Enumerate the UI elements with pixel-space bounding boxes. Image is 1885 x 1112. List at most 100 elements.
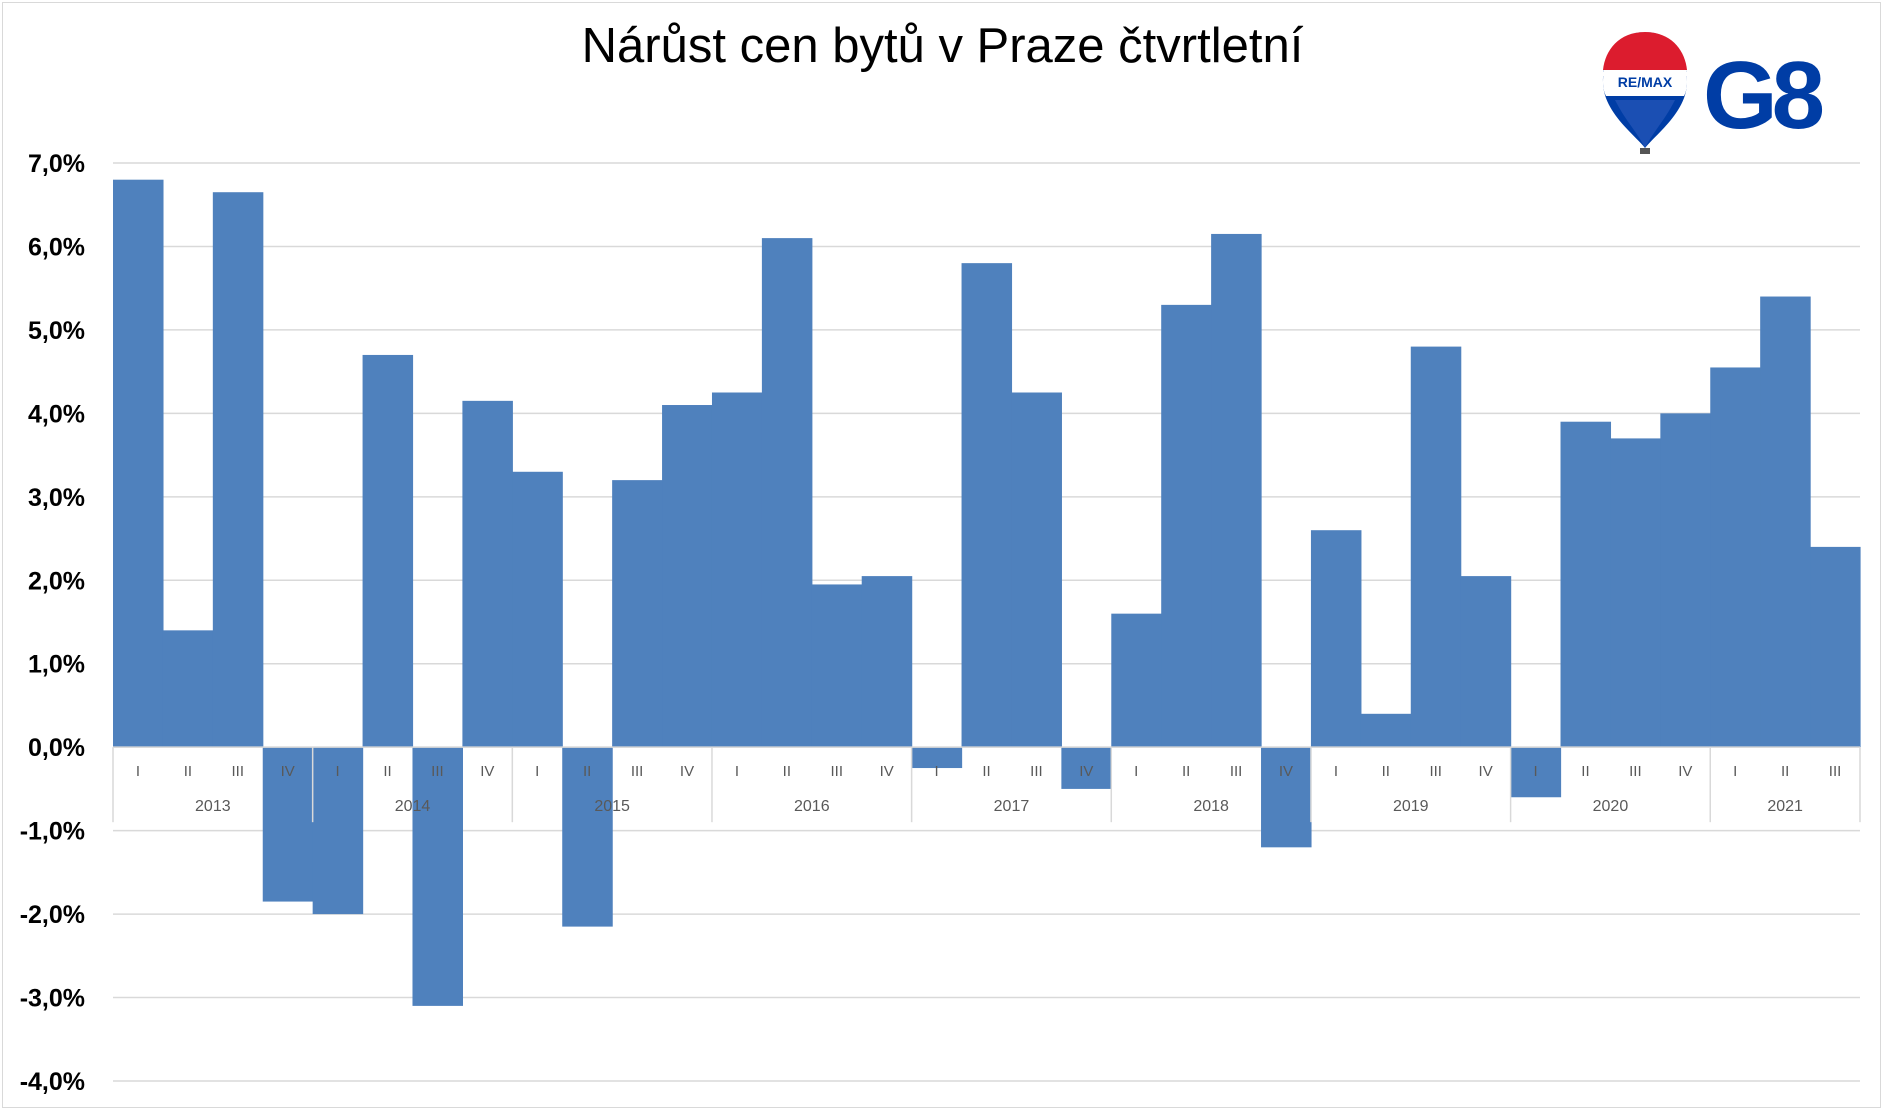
bar <box>1360 713 1412 748</box>
year-label: 2020 <box>1593 798 1629 815</box>
x-tick-label: III <box>431 763 444 780</box>
bar <box>761 238 813 748</box>
y-tick-label: -3,0% <box>20 985 85 1013</box>
y-tick-label: 3,0% <box>28 484 85 512</box>
bar <box>811 584 863 748</box>
x-tick-label: III <box>830 763 843 780</box>
bar <box>1810 546 1861 748</box>
bar <box>1760 296 1811 748</box>
bars <box>113 179 1861 1006</box>
y-tick-label: 0,0% <box>28 734 85 762</box>
x-tick-label: I <box>1733 763 1737 780</box>
bar <box>1710 367 1761 748</box>
bar <box>961 263 1013 748</box>
x-tick-label: III <box>1030 763 1043 780</box>
y-tick-label: 6,0% <box>28 233 85 261</box>
bar <box>911 747 963 769</box>
bar <box>262 747 314 902</box>
y-tick-label: 7,0% <box>28 150 85 178</box>
y-tick-label: -1,0% <box>20 818 85 846</box>
bar <box>861 576 913 748</box>
remax-g8-logo: RE/MAX G8 <box>1603 32 1829 154</box>
bar <box>1410 346 1462 748</box>
x-tick-label: III <box>1230 763 1243 780</box>
bar <box>1460 576 1512 748</box>
bar <box>412 747 463 1006</box>
y-tick-label: -4,0% <box>20 1068 85 1096</box>
bar <box>312 747 364 915</box>
year-label: 2013 <box>195 798 231 815</box>
x-tick-label: II <box>1781 763 1789 780</box>
year-label: 2016 <box>794 798 830 815</box>
y-tick-label: -2,0% <box>20 901 85 929</box>
balloon-text: RE/MAX <box>1618 74 1673 90</box>
x-tick-label: IV <box>1279 763 1293 780</box>
bar <box>1660 413 1711 748</box>
remax-balloon-icon: RE/MAX <box>1603 32 1687 154</box>
year-label: 2018 <box>1193 798 1229 815</box>
bar <box>162 630 214 748</box>
bar <box>612 480 663 748</box>
year-label: 2021 <box>1767 798 1803 815</box>
x-tick-label: II <box>1581 763 1589 780</box>
x-tick-label: I <box>735 763 739 780</box>
x-tick-label: IV <box>880 763 894 780</box>
x-tick-label: I <box>535 763 539 780</box>
x-tick-label: III <box>1629 763 1642 780</box>
bar <box>1310 530 1362 748</box>
x-tick-label: II <box>184 763 192 780</box>
bar <box>1560 421 1612 748</box>
x-tick-label: II <box>583 763 591 780</box>
bar <box>362 354 414 748</box>
year-label: 2015 <box>594 798 630 815</box>
x-tick-label: IV <box>1079 763 1093 780</box>
x-axis: I II III IV I II III IV I II III IV I II III IV I II III IV… <box>112 746 1861 823</box>
bar <box>1061 747 1112 789</box>
x-tick-label: I <box>1334 763 1338 780</box>
bar <box>662 405 713 748</box>
year-label: 2014 <box>395 798 431 815</box>
x-tick-label: I <box>1134 763 1138 780</box>
bar <box>711 392 763 748</box>
x-tick-label: IV <box>1479 763 1493 780</box>
x-tick-label: I <box>136 763 140 780</box>
year-label: 2019 <box>1393 798 1429 815</box>
x-tick-label: IV <box>281 763 295 780</box>
x-tick-label: III <box>232 763 245 780</box>
x-tick-label: II <box>383 763 391 780</box>
bar <box>1510 747 1562 798</box>
year-label: 2017 <box>994 798 1030 815</box>
x-tick-label: III <box>1829 763 1842 780</box>
x-tick-label: I <box>1533 763 1537 780</box>
y-tick-label: 1,0% <box>28 651 85 679</box>
x-tick-label: II <box>1182 763 1190 780</box>
y-axis-ticks: 7,0% 6,0% 5,0% 4,0% 3,0% 2,0% 1,0% 0,0% -1,0% -2,… <box>20 150 85 1096</box>
x-tick-label: II <box>1382 763 1390 780</box>
g8-wordmark: G8 <box>1703 42 1823 149</box>
y-tick-label: 5,0% <box>28 317 85 345</box>
x-tick-label: IV <box>680 763 694 780</box>
x-tick-label: IV <box>1678 763 1692 780</box>
y-tick-label: 4,0% <box>28 400 85 428</box>
bar <box>1610 438 1661 748</box>
x-tick-label: II <box>783 763 791 780</box>
y-tick-label: 2,0% <box>28 567 85 595</box>
bar <box>212 192 264 748</box>
x-tick-label: III <box>1429 763 1442 780</box>
bar <box>1011 392 1062 748</box>
bar <box>1111 613 1162 748</box>
chart-title: Nárůst cen bytů v Praze čtvrtletní <box>581 19 1304 73</box>
x-tick-label: III <box>631 763 644 780</box>
bar <box>113 179 164 748</box>
bar <box>1161 304 1212 748</box>
bar <box>512 471 563 748</box>
x-tick-label: II <box>982 763 990 780</box>
x-tick-label: I <box>934 763 938 780</box>
x-tick-label: I <box>336 763 340 780</box>
x-tick-label: IV <box>480 763 494 780</box>
bar <box>562 747 613 927</box>
bar <box>1211 233 1262 748</box>
bar <box>462 400 513 748</box>
